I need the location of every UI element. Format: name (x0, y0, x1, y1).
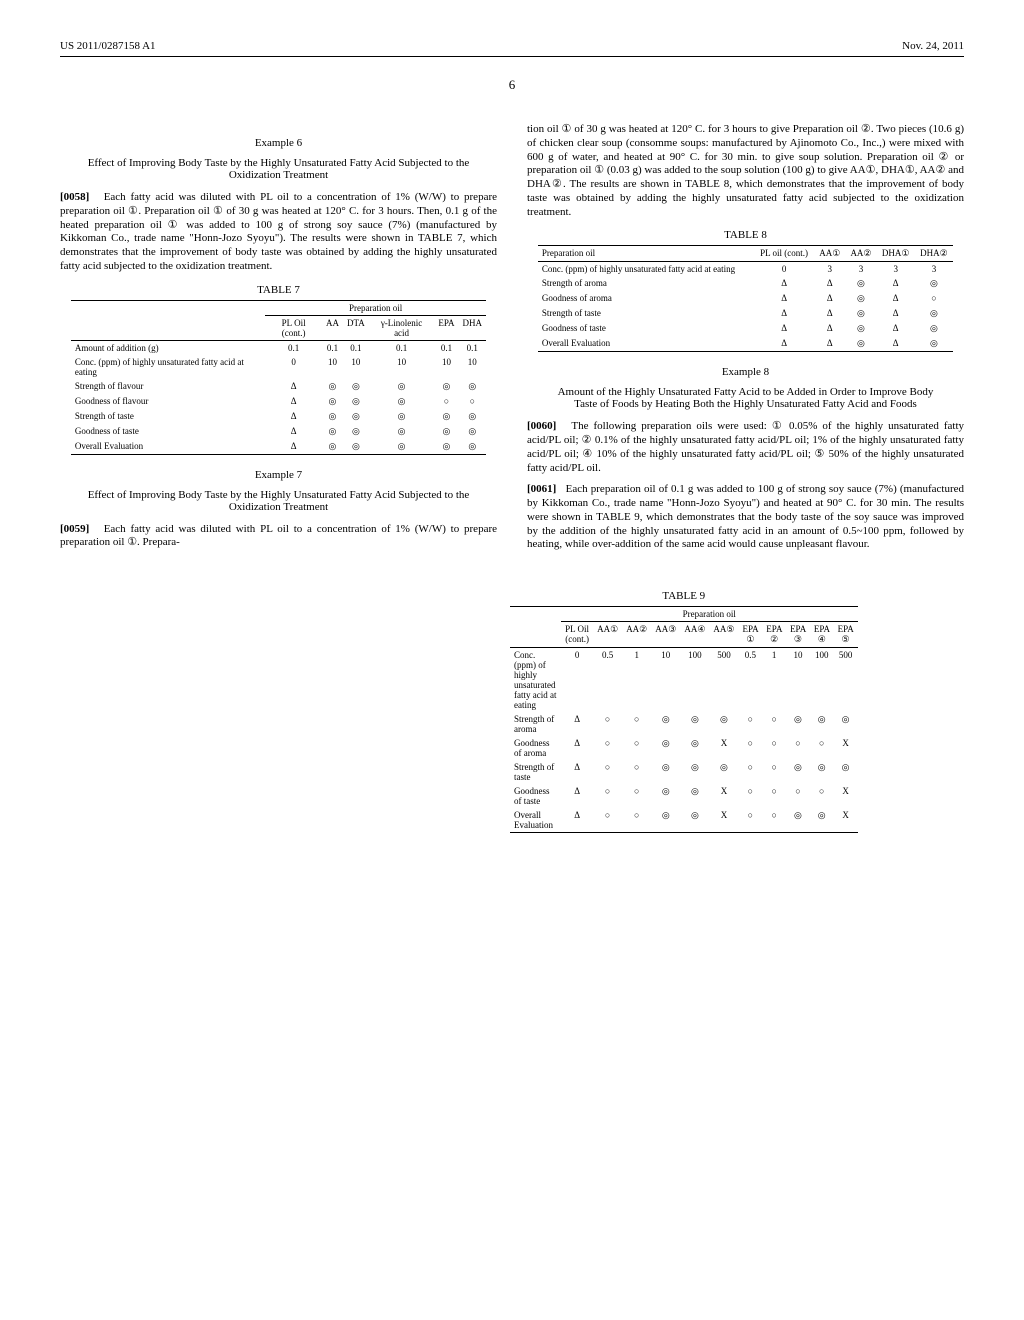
table-row: Strength of tasteΔ○○◎◎◎○○◎◎◎ (510, 760, 857, 784)
table7-col3: γ-Linolenic acid (369, 315, 435, 340)
para-num-0058: [0058] (60, 191, 89, 203)
table7-group-header: Preparation oil (265, 300, 486, 315)
para-0059-b: tion oil ① of 30 g was heated at 120° C.… (527, 123, 964, 219)
table-row: Amount of addition (g)0.10.10.10.10.10.1 (71, 340, 486, 355)
publication-number: US 2011/0287158 A1 (60, 40, 156, 52)
table9: Preparation oil PL Oil (cont.) AA① AA② A… (510, 606, 857, 833)
table7-col0: PL Oil (cont.) (265, 315, 322, 340)
para-0058-text: Each fatty acid was diluted with PL oil … (60, 191, 497, 272)
table8: Preparation oil PL oil (cont.) AA① AA② D… (538, 245, 953, 352)
table-row: Overall EvaluationΔ◎◎◎◎◎ (71, 439, 486, 455)
table-row: Conc. (ppm) of highly unsaturated fatty … (538, 262, 953, 277)
example8-title: Example 8 (527, 366, 964, 378)
table-row: Goodness of tasteΔ○○◎◎X○○○○X (510, 784, 857, 808)
right-column: tion oil ① of 30 g was heated at 120° C.… (527, 123, 964, 560)
two-column-layout: Example 6 Effect of Improving Body Taste… (60, 123, 964, 560)
table-row: Strength of tasteΔΔ◎Δ◎ (538, 306, 953, 321)
table7-col5: DHA (459, 315, 487, 340)
para-num-0059: [0059] (60, 523, 89, 535)
publication-date: Nov. 24, 2011 (902, 40, 964, 52)
table-row: Goodness of tasteΔΔ◎Δ◎ (538, 321, 953, 336)
left-column: Example 6 Effect of Improving Body Taste… (60, 123, 497, 560)
table-row: Strength of tasteΔ◎◎◎◎◎ (71, 409, 486, 424)
page-header: US 2011/0287158 A1 Nov. 24, 2011 (60, 40, 964, 57)
table7-col1: AA (322, 315, 343, 340)
table9-group-header: Preparation oil (561, 607, 857, 622)
table7: Preparation oil PL Oil (cont.) AA DTA γ-… (71, 300, 486, 455)
table-row: Strength of aromaΔΔ◎Δ◎ (538, 276, 953, 291)
para-num-0060: [0060] (527, 420, 556, 432)
para-0059-text-a: Each fatty acid was diluted with PL oil … (60, 523, 497, 549)
table8-header-label: Preparation oil (538, 246, 754, 262)
table-row: Goodness of flavourΔ◎◎◎○○ (71, 394, 486, 409)
para-0058: [0058] Each fatty acid was diluted with … (60, 191, 497, 274)
table-row: Overall EvaluationΔ○○◎◎X○○◎◎X (510, 808, 857, 833)
example6-title: Example 6 (60, 137, 497, 149)
table8-caption: TABLE 8 (527, 229, 964, 241)
table-row: Goodness of tasteΔ◎◎◎◎◎ (71, 424, 486, 439)
table-row: Goodness of aromaΔΔ◎Δ○ (538, 291, 953, 306)
table-row: Overall EvaluationΔΔ◎Δ◎ (538, 336, 953, 352)
page-number: 6 (60, 77, 964, 93)
table9-wrapper: TABLE 9 Preparation oil PL Oil (cont.) A… (60, 580, 964, 843)
example7-subtitle: Effect of Improving Body Taste by the Hi… (60, 489, 497, 513)
para-num-0061: [0061] (527, 483, 556, 495)
table9-caption: TABLE 9 (404, 590, 964, 602)
table-row: Strength of aromaΔ○○◎◎◎○○◎◎◎ (510, 712, 857, 736)
para-0061-text: Each preparation oil of 0.1 g was added … (527, 483, 964, 550)
table7-caption: TABLE 7 (60, 284, 497, 296)
example6-subtitle: Effect of Improving Body Taste by the Hi… (60, 157, 497, 181)
para-0059-text-b: tion oil ① of 30 g was heated at 120° C.… (527, 123, 964, 218)
para-0061: [0061] Each preparation oil of 0.1 g was… (527, 483, 964, 552)
para-0060: [0060] The following preparation oils we… (527, 420, 964, 475)
example8-subtitle: Amount of the Highly Unsaturated Fatty A… (527, 386, 964, 410)
table7-col2: DTA (343, 315, 369, 340)
example7-title: Example 7 (60, 469, 497, 481)
para-0059-a: [0059] Each fatty acid was diluted with … (60, 523, 497, 551)
table-row: Conc. (ppm) of highly unsaturated fatty … (71, 355, 486, 379)
table-row: Goodness of aromaΔ○○◎◎X○○○○X (510, 736, 857, 760)
para-0060-text: The following preparation oils were used… (527, 420, 964, 473)
table-row: Strength of flavourΔ◎◎◎◎◎ (71, 379, 486, 394)
table7-col4: EPA (434, 315, 458, 340)
table-row: Conc. (ppm) of highly unsaturated fatty … (510, 648, 857, 713)
